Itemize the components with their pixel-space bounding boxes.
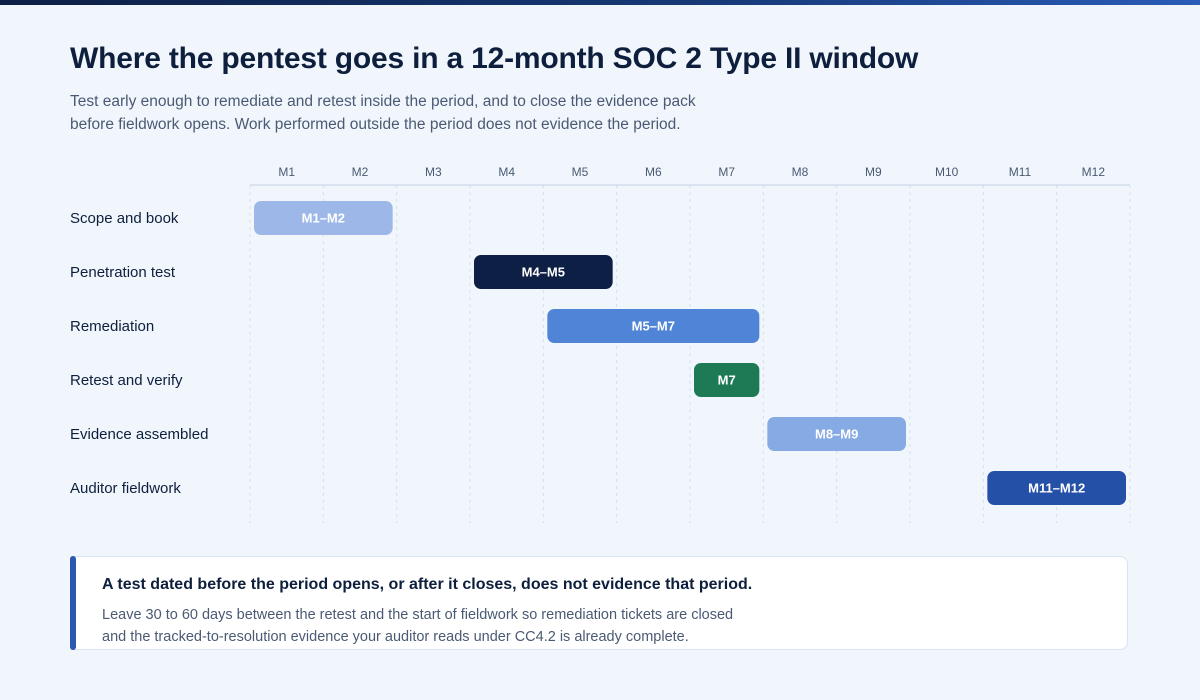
task-bar <box>474 255 613 289</box>
task-bar <box>767 417 906 451</box>
month-label: M3 <box>425 165 442 179</box>
callout-body: Leave 30 to 60 days between the retest a… <box>102 604 733 648</box>
subtitle-line-1: Test early enough to remediate and retes… <box>70 93 696 110</box>
month-label: M9 <box>865 165 882 179</box>
callout-accent-bar <box>70 556 76 650</box>
timeline-chart: M1 M2 M3 M4 M5 M6 M7 M8 M9 M10 M11 M12 Scope and boo… <box>70 165 1131 523</box>
task-label: Auditor fieldwork <box>70 480 181 497</box>
callout-body-line-2: and the tracked-to-resolution evidence y… <box>102 629 689 645</box>
top-accent-bar <box>0 0 1200 5</box>
task-label: Evidence assembled <box>70 426 208 443</box>
task-label: Scope and book <box>70 210 179 227</box>
task-bar-label: M1–M2 <box>302 211 345 226</box>
task-bar-label: M11–M12 <box>1028 481 1085 496</box>
page-subtitle: Test early enough to remediate and retes… <box>70 90 770 136</box>
month-label: M12 <box>1082 165 1106 179</box>
month-label: M1 <box>278 165 295 179</box>
month-label: M10 <box>935 165 959 179</box>
task-bar-label: M8–M9 <box>815 427 858 442</box>
month-label: M7 <box>718 165 735 179</box>
month-label: M5 <box>572 165 589 179</box>
task-bar <box>254 201 393 235</box>
callout-headline: A test dated before the period opens, or… <box>102 576 753 593</box>
month-label: M4 <box>498 165 515 179</box>
task-bar <box>987 471 1126 505</box>
subtitle-line-2: before fieldwork opens. Work performed o… <box>70 116 681 133</box>
task-bar <box>694 363 760 397</box>
page-title: Where the pentest goes in a 12-month SOC… <box>70 42 919 75</box>
task-bar-label: M7 <box>718 373 736 388</box>
month-label: M2 <box>352 165 369 179</box>
month-label: M11 <box>1009 165 1032 179</box>
callout-body-line-1: Leave 30 to 60 days between the retest a… <box>102 607 734 623</box>
callout-card: A test dated before the period opens, or… <box>70 556 1128 650</box>
task-label: Retest and verify <box>70 372 183 389</box>
month-label: M8 <box>792 165 809 179</box>
task-bar <box>547 309 760 343</box>
month-label: M6 <box>645 165 662 179</box>
task-bar-label: M5–M7 <box>632 319 675 334</box>
task-bar-label: M4–M5 <box>522 265 565 280</box>
task-label: Penetration test <box>70 264 176 281</box>
task-label: Remediation <box>70 318 154 335</box>
